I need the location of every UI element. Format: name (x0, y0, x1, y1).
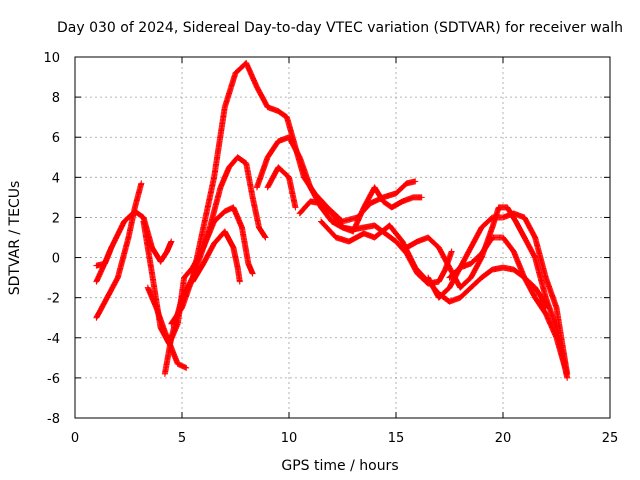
series-markers (403, 204, 571, 381)
series-markers (253, 134, 455, 287)
series-markers (296, 184, 425, 235)
y-tick-label: -2 (47, 292, 60, 307)
series-track-7 (168, 204, 256, 327)
x-axis-label: GPS time / hours (281, 458, 398, 474)
series-track-13 (403, 204, 571, 381)
x-tick-label: 10 (281, 431, 298, 446)
series-track-8 (189, 228, 243, 285)
series-markers (168, 204, 256, 327)
series-track-1 (93, 180, 145, 321)
y-tick-label: -4 (47, 332, 60, 347)
series-markers (189, 228, 243, 285)
series-track-10 (264, 164, 299, 211)
plot-frame (74, 56, 611, 419)
x-tick-label: 0 (71, 431, 79, 446)
y-tick-label: 2 (52, 211, 60, 226)
series-track-3 (93, 244, 115, 269)
y-axis-label: SDTVAR / TECUs (7, 181, 23, 296)
data-points (93, 60, 571, 381)
series-markers (93, 244, 115, 269)
series-track-11 (296, 184, 425, 235)
y-tick-label: -6 (47, 372, 60, 387)
y-tick-label: 10 (43, 51, 60, 66)
chart-title: Day 030 of 2024, Sidereal Day-to-day VTE… (57, 20, 623, 36)
series-markers (161, 60, 419, 377)
y-tick-label: 4 (52, 171, 60, 186)
x-tick-label: 5 (178, 431, 186, 446)
y-tick-label: 8 (52, 91, 60, 106)
series-track-9 (253, 134, 455, 287)
series-track-15 (446, 210, 571, 377)
y-tick-label: 0 (52, 252, 60, 267)
series-markers (264, 164, 299, 211)
y-tick-label: 6 (52, 131, 60, 146)
series-markers (446, 210, 571, 377)
series-markers (93, 180, 145, 321)
y-tick-label: -8 (47, 412, 60, 427)
x-tick-label: 15 (388, 431, 405, 446)
series-track-6 (161, 60, 419, 377)
x-tick-label: 25 (602, 431, 619, 446)
ticks: 0 5 10 15 20 25 -8 -6 -4 -2 0 2 4 6 8 10 (43, 51, 618, 446)
x-tick-label: 20 (495, 431, 512, 446)
